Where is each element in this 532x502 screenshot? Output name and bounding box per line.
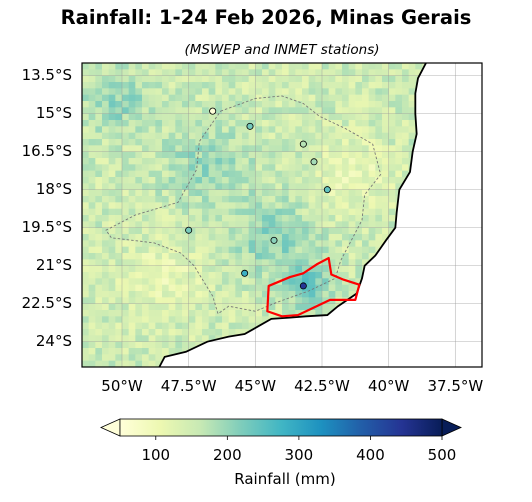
station-marker <box>299 282 307 290</box>
colorbar-tick-label: 200 <box>213 446 242 464</box>
colorbar-tick-label: 400 <box>356 446 385 464</box>
colorbar-label: Rainfall (mm) <box>234 470 336 488</box>
gridlines <box>82 63 482 367</box>
ocean <box>159 63 483 367</box>
station-marker <box>299 140 307 148</box>
state-border <box>105 95 382 315</box>
longitude-tick-label: 42.5°W <box>294 377 350 395</box>
latitude-tick-label: 16.5°S <box>21 142 72 161</box>
latitude-tick-label: 13.5°S <box>21 66 72 85</box>
map-frame <box>81 62 483 368</box>
colorbar-extend-high <box>441 418 462 437</box>
map-title: Rainfall: 1-24 Feb 2026, Minas Gerais <box>60 6 472 29</box>
colorbar-tick-label: 300 <box>284 446 314 464</box>
latitude-tick-label: 18°S <box>35 180 72 199</box>
longitude-tick-label: 50°W <box>101 377 143 395</box>
station-marker <box>323 186 331 194</box>
colorbar-tick-label: 100 <box>141 446 171 464</box>
colorbar-gradient <box>119 418 443 437</box>
station-marker <box>241 269 249 277</box>
station-marker <box>246 122 254 130</box>
latitude-tick-label: 19.5°S <box>21 218 72 237</box>
latitude-tick-label: 21°S <box>35 256 72 275</box>
station-marker <box>310 158 318 166</box>
highlighted-region-outline <box>266 256 361 318</box>
latitude-tick-label: 24°S <box>35 332 72 351</box>
colorbar-extend-low <box>100 418 121 437</box>
station-marker <box>185 226 193 234</box>
latitude-tick-label: 15°S <box>35 104 72 123</box>
station-marker <box>209 107 217 115</box>
latitude-tick-label: 22.5°S <box>21 294 72 313</box>
colorbar-tick-label: 500 <box>427 446 457 464</box>
map-subtitle: (MSWEP and INMET stations) <box>184 42 380 58</box>
longitude-tick-label: 40°W <box>367 377 410 395</box>
station-marker <box>270 236 278 244</box>
longitude-tick-label: 47.5°W <box>160 377 217 395</box>
longitude-tick-label: 37.5°W <box>427 377 484 395</box>
coastline <box>158 62 427 368</box>
longitude-tick-label: 45°W <box>234 377 277 395</box>
